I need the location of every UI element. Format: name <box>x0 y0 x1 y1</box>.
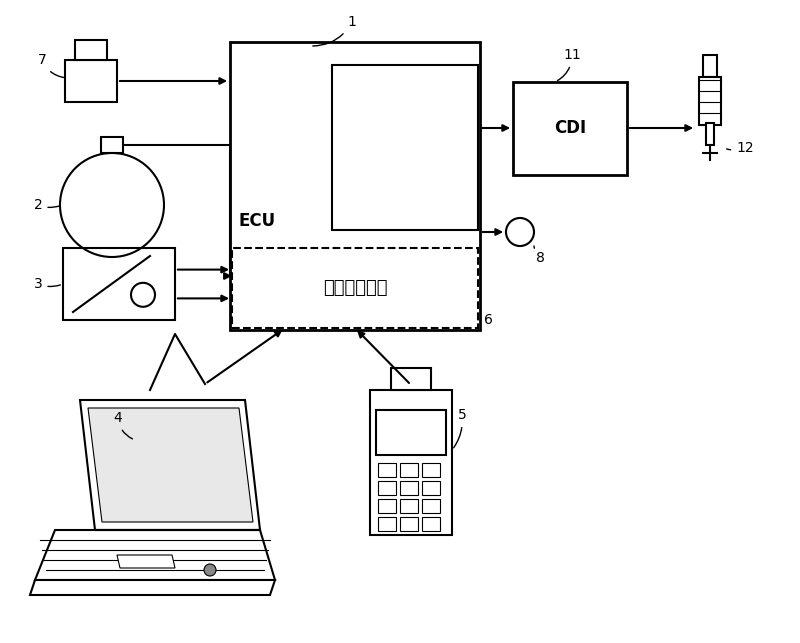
Text: 逻辑分析程序: 逻辑分析程序 <box>322 279 387 297</box>
Bar <box>63 248 175 320</box>
Bar <box>699 77 721 125</box>
Text: 7: 7 <box>38 53 66 78</box>
Text: 12: 12 <box>726 141 754 155</box>
Polygon shape <box>30 580 275 595</box>
Bar <box>378 481 396 495</box>
Bar <box>378 517 396 531</box>
Polygon shape <box>35 530 275 580</box>
Polygon shape <box>80 400 260 530</box>
Bar <box>101 137 123 153</box>
Bar <box>400 481 418 495</box>
Bar <box>378 499 396 513</box>
Bar <box>232 248 478 328</box>
Bar <box>703 55 717 77</box>
Text: 3: 3 <box>34 277 60 291</box>
Text: 6: 6 <box>478 313 493 327</box>
Bar <box>391 368 431 390</box>
Bar <box>370 390 452 535</box>
Bar <box>400 463 418 477</box>
Text: 4: 4 <box>114 411 133 439</box>
Text: 5: 5 <box>454 408 466 448</box>
Text: 1: 1 <box>313 15 357 46</box>
Bar <box>422 499 440 513</box>
Bar <box>376 410 446 455</box>
Text: 2: 2 <box>34 198 59 212</box>
Polygon shape <box>88 408 253 522</box>
Bar <box>400 499 418 513</box>
Bar <box>332 65 478 230</box>
Text: CDI: CDI <box>554 119 586 137</box>
Bar <box>422 517 440 531</box>
Bar <box>513 82 627 175</box>
Bar <box>422 463 440 477</box>
Text: 8: 8 <box>534 246 545 265</box>
Bar <box>65 60 117 102</box>
Polygon shape <box>117 555 175 568</box>
Text: ECU: ECU <box>238 212 275 230</box>
Text: 11: 11 <box>558 48 581 80</box>
Bar <box>400 517 418 531</box>
Bar <box>422 481 440 495</box>
Bar <box>378 463 396 477</box>
Circle shape <box>204 564 216 576</box>
Bar <box>706 123 714 145</box>
Bar <box>75 40 107 60</box>
Bar <box>230 42 480 330</box>
